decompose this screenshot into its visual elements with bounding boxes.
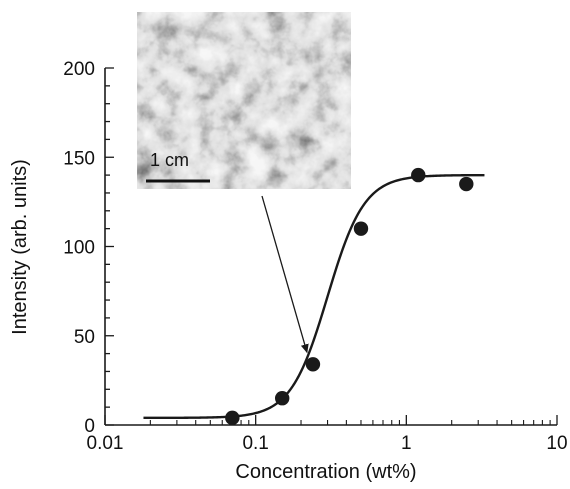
data-point	[274, 391, 290, 406]
y-tick-label: 150	[63, 148, 95, 169]
y-tick-label: 200	[63, 59, 95, 80]
data-point	[411, 167, 426, 183]
x-tick-label: 1	[401, 433, 412, 454]
data-point	[305, 357, 321, 372]
data-point	[225, 410, 240, 426]
annotation-arrow	[261, 195, 309, 354]
tick-labels: 0 50 100 150 200 0.01 0.1 1 10	[63, 59, 567, 454]
x-tick-label: 0.01	[87, 433, 124, 454]
ticks	[104, 67, 558, 426]
data-points	[225, 167, 474, 426]
scale-bar-label: 1 cm	[150, 150, 189, 170]
inset-image: 1 cm	[137, 12, 351, 189]
x-tick-label: 0.1	[242, 433, 268, 454]
y-tick-label: 50	[74, 327, 95, 348]
fit-curve	[143, 173, 485, 420]
data-point	[353, 221, 369, 236]
x-tick-label: 10	[546, 433, 567, 454]
y-axis-title: Intensity (arb. units)	[9, 159, 31, 335]
y-tick-label: 0	[84, 416, 95, 437]
x-axis-title: Concentration (wt%)	[235, 461, 416, 483]
data-point	[459, 176, 474, 192]
y-tick-label: 100	[63, 238, 95, 259]
